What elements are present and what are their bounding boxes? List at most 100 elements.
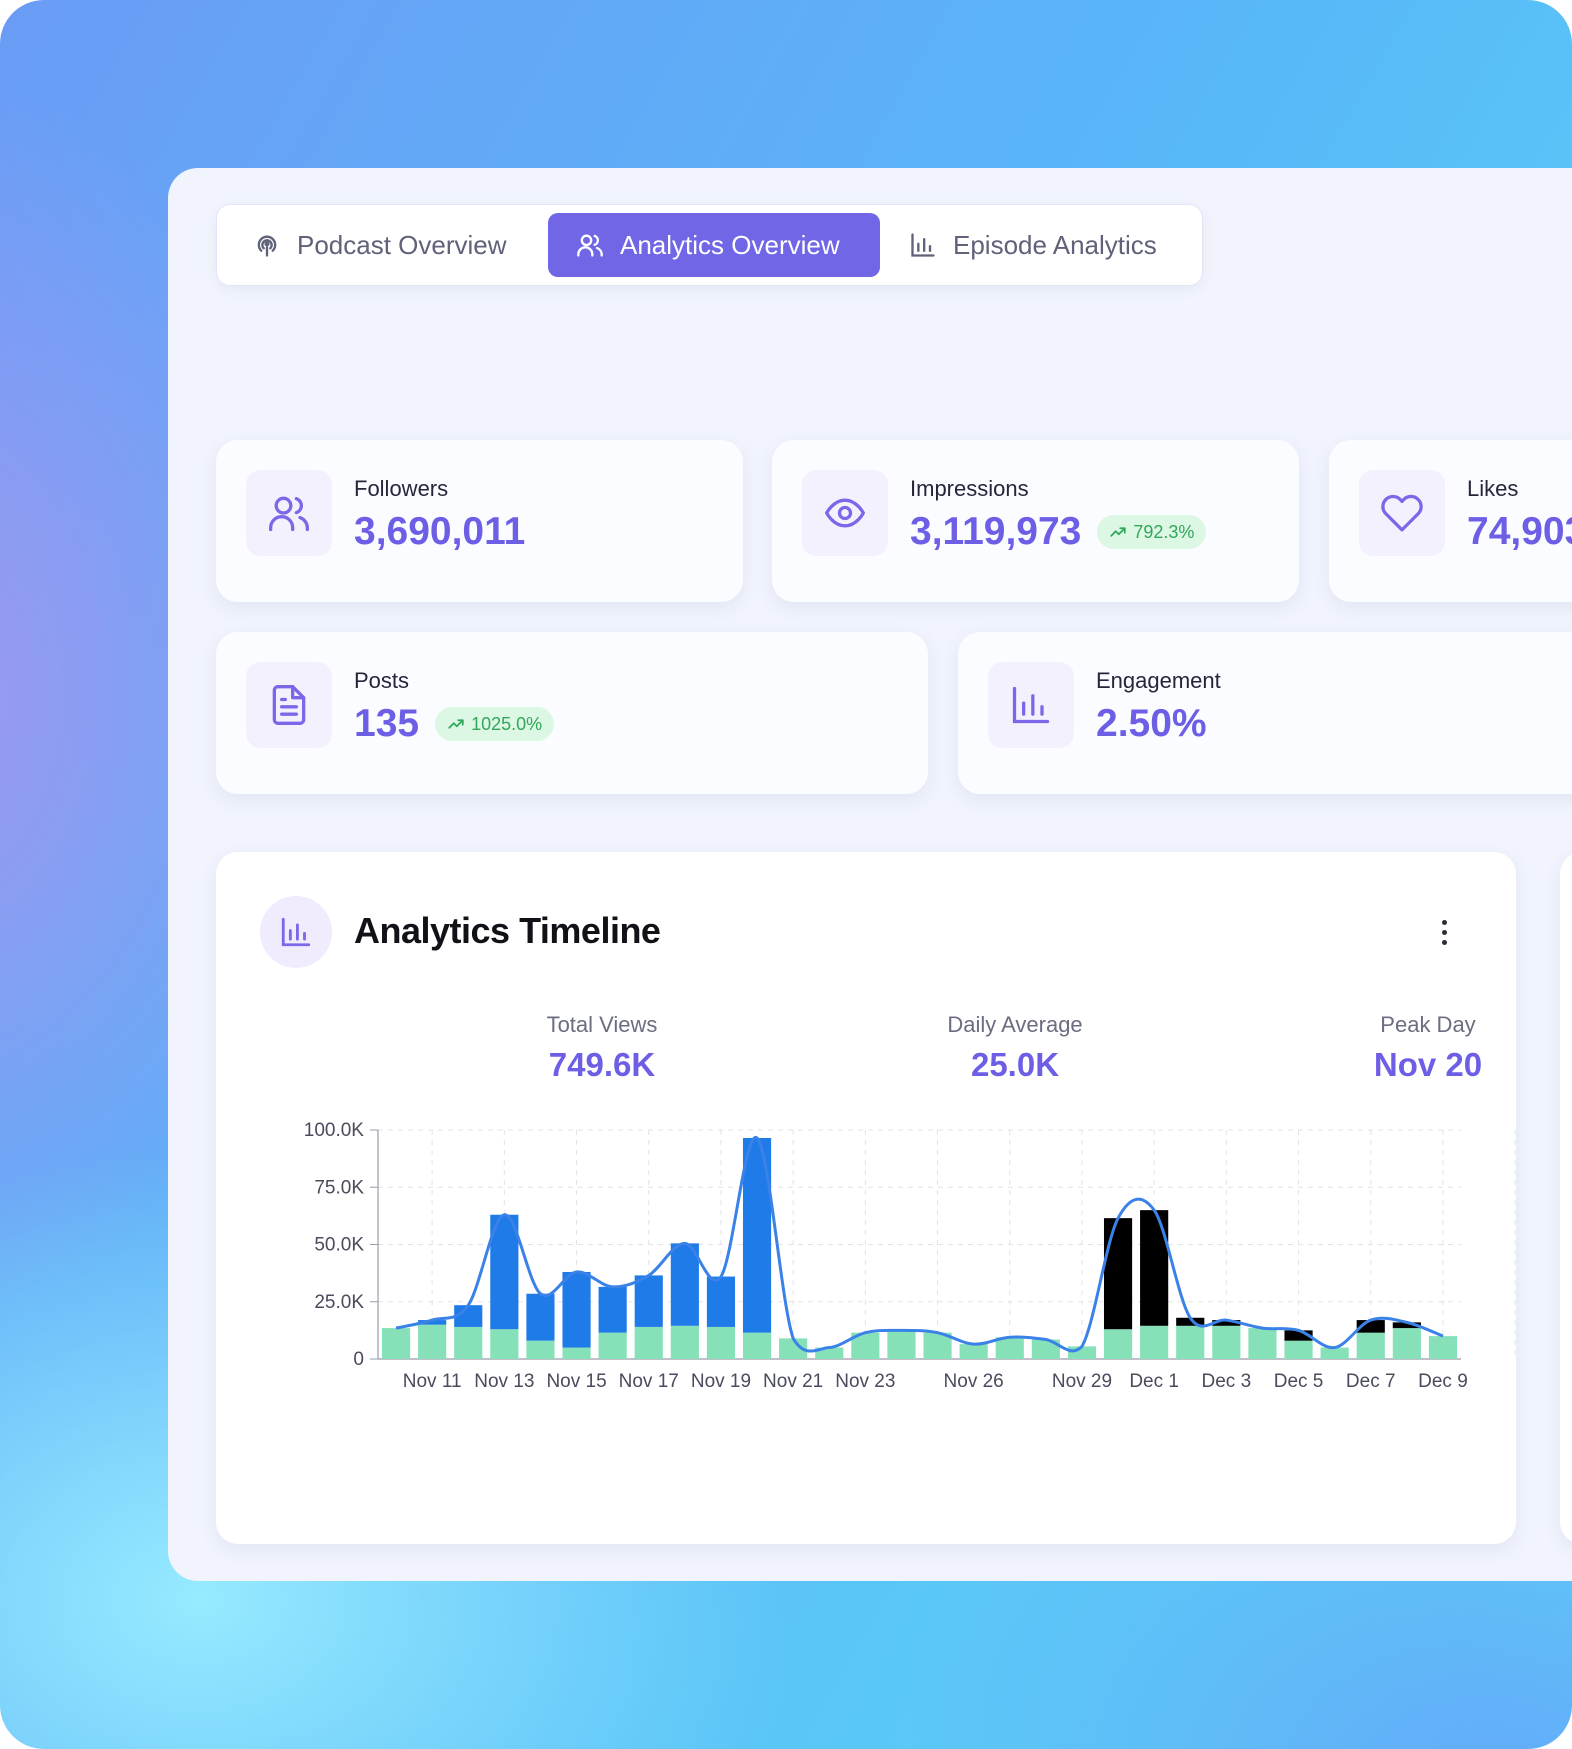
more-options-button[interactable]	[1432, 912, 1456, 952]
stat-label: Posts	[354, 668, 410, 693]
stat-card-engagement: Engagement 2.50%	[958, 632, 1572, 794]
stat-icon-box	[1359, 470, 1445, 556]
stat-value: 74,903	[1467, 510, 1572, 554]
bar-base	[1356, 1332, 1385, 1359]
summary-peak-day: Peak Day Nov 20	[1278, 1012, 1572, 1084]
x-tick-label: Dec 3	[1202, 1371, 1252, 1392]
bar-base	[887, 1330, 916, 1359]
bar-base	[1284, 1340, 1313, 1359]
trend-line	[395, 1136, 1444, 1353]
bar-base	[418, 1324, 447, 1359]
engagement-value: 2.50%	[1096, 702, 1207, 745]
analytics-timeline-card: Analytics Timeline Total Views 749.6K Da…	[216, 852, 1516, 1544]
posts-value: 135	[354, 702, 420, 745]
chart-icon-circle	[260, 896, 332, 968]
likes-value: 74,903	[1467, 510, 1572, 553]
x-tick-label: Nov 19	[691, 1371, 751, 1392]
stat-label: Followers	[354, 476, 449, 501]
y-tick-label: 25.0K	[314, 1292, 364, 1313]
summary-daily-average: Daily Average 25.0K	[865, 1012, 1165, 1084]
bar-base	[1103, 1329, 1133, 1359]
kebab-dot-icon	[1441, 919, 1447, 925]
impressions-value: 3,119,973	[910, 510, 1082, 553]
tab-label: Podcast Overview	[297, 229, 507, 260]
x-tick-label: Dec 5	[1274, 1371, 1324, 1392]
bar-base	[490, 1329, 519, 1359]
x-tick-label: Nov 23	[835, 1371, 895, 1392]
bar-base	[562, 1347, 591, 1359]
bar-base	[1031, 1339, 1060, 1359]
heart-icon	[1381, 494, 1423, 532]
tab-episode-analytics[interactable]: Episode Analytics	[909, 213, 1157, 277]
tab-analytics-overview[interactable]: Analytics Overview	[548, 213, 880, 277]
bar-base	[779, 1338, 808, 1359]
eye-icon	[825, 498, 865, 528]
x-tick-label: Dec 1	[1129, 1371, 1179, 1392]
stat-value: 2.50%	[1096, 702, 1207, 746]
bar-spike-b	[1392, 1322, 1421, 1329]
summary-value: Nov 20	[1373, 1046, 1483, 1083]
x-tick-label: Nov 21	[763, 1371, 823, 1392]
bar-base	[454, 1326, 483, 1359]
stat-value: 135 1025.0%	[354, 702, 555, 746]
bar-base	[959, 1344, 988, 1359]
bar-base	[1140, 1325, 1169, 1359]
bar-chart-icon	[911, 233, 935, 257]
x-tick-label: Nov 15	[546, 1371, 606, 1392]
stat-card-posts: Posts 135 1025.0%	[216, 632, 928, 794]
trending-up-icon	[448, 719, 464, 729]
bar-spike-a	[706, 1276, 736, 1327]
change-value: 792.3%	[1133, 521, 1195, 542]
stat-label: Engagement	[1096, 668, 1221, 693]
tab-podcast-overview[interactable]: Podcast Overview	[253, 213, 521, 277]
bar-spike-b	[1176, 1317, 1205, 1326]
chart-title: Analytics Timeline	[354, 910, 661, 951]
users-icon	[269, 496, 309, 532]
summary-label: Total Views	[546, 1012, 658, 1037]
stat-card-impressions: Impressions 3,119,973 792.3%	[772, 440, 1299, 602]
stat-label: Likes	[1467, 476, 1519, 501]
stat-icon-box	[802, 470, 888, 556]
bar-base	[634, 1326, 663, 1359]
stat-label: Impressions	[910, 476, 1029, 501]
bar-spike-a	[562, 1271, 591, 1348]
bar-spike-b	[1284, 1330, 1313, 1341]
bar-base	[815, 1347, 844, 1359]
x-tick-label: Nov 13	[474, 1371, 534, 1392]
change-badge: 792.3%	[1097, 515, 1207, 549]
bar-base	[526, 1340, 555, 1359]
trending-up-icon	[1110, 527, 1127, 537]
bar-base	[1212, 1325, 1241, 1359]
change-value: 1025.0%	[471, 713, 543, 734]
bar-spike-a	[670, 1243, 699, 1326]
stat-icon-box	[988, 662, 1074, 748]
kebab-dot-icon	[1441, 929, 1447, 935]
stat-value: 3,690,011	[354, 510, 525, 554]
users-icon	[577, 234, 603, 257]
stat-card-likes: Likes 74,903	[1329, 440, 1572, 602]
bar-base	[1248, 1328, 1277, 1359]
bar-base	[598, 1332, 627, 1359]
y-tick-label: 100.0K	[304, 1120, 365, 1141]
bar-base	[742, 1332, 772, 1359]
kebab-dot-icon	[1441, 939, 1447, 945]
bar-spike-a	[526, 1293, 555, 1341]
x-tick-label: Nov 29	[1052, 1371, 1112, 1392]
bar-base	[1428, 1336, 1458, 1359]
bar-spike-b	[1212, 1320, 1241, 1326]
stat-icon-box	[246, 470, 332, 556]
tab-label: Analytics Overview	[620, 229, 840, 260]
bar-base	[381, 1328, 411, 1359]
document-icon	[272, 685, 306, 725]
summary-value: 25.0K	[970, 1046, 1060, 1083]
timeline-chart: 0 25.0K 50.0K 75.0K 100.0K Nov 11 Nov 13 Nov 15…	[304, 1120, 1516, 1392]
stat-icon-box	[246, 662, 332, 748]
side-card-clipped	[1560, 852, 1572, 1544]
tab-label: Episode Analytics	[953, 229, 1157, 260]
bar-base	[995, 1337, 1024, 1359]
summary-label: Daily Average	[947, 1012, 1083, 1037]
y-tick-label: 0	[353, 1349, 364, 1370]
bar-base	[670, 1325, 699, 1359]
bar-spike-a	[598, 1286, 627, 1333]
bar-spike-a	[454, 1305, 483, 1327]
